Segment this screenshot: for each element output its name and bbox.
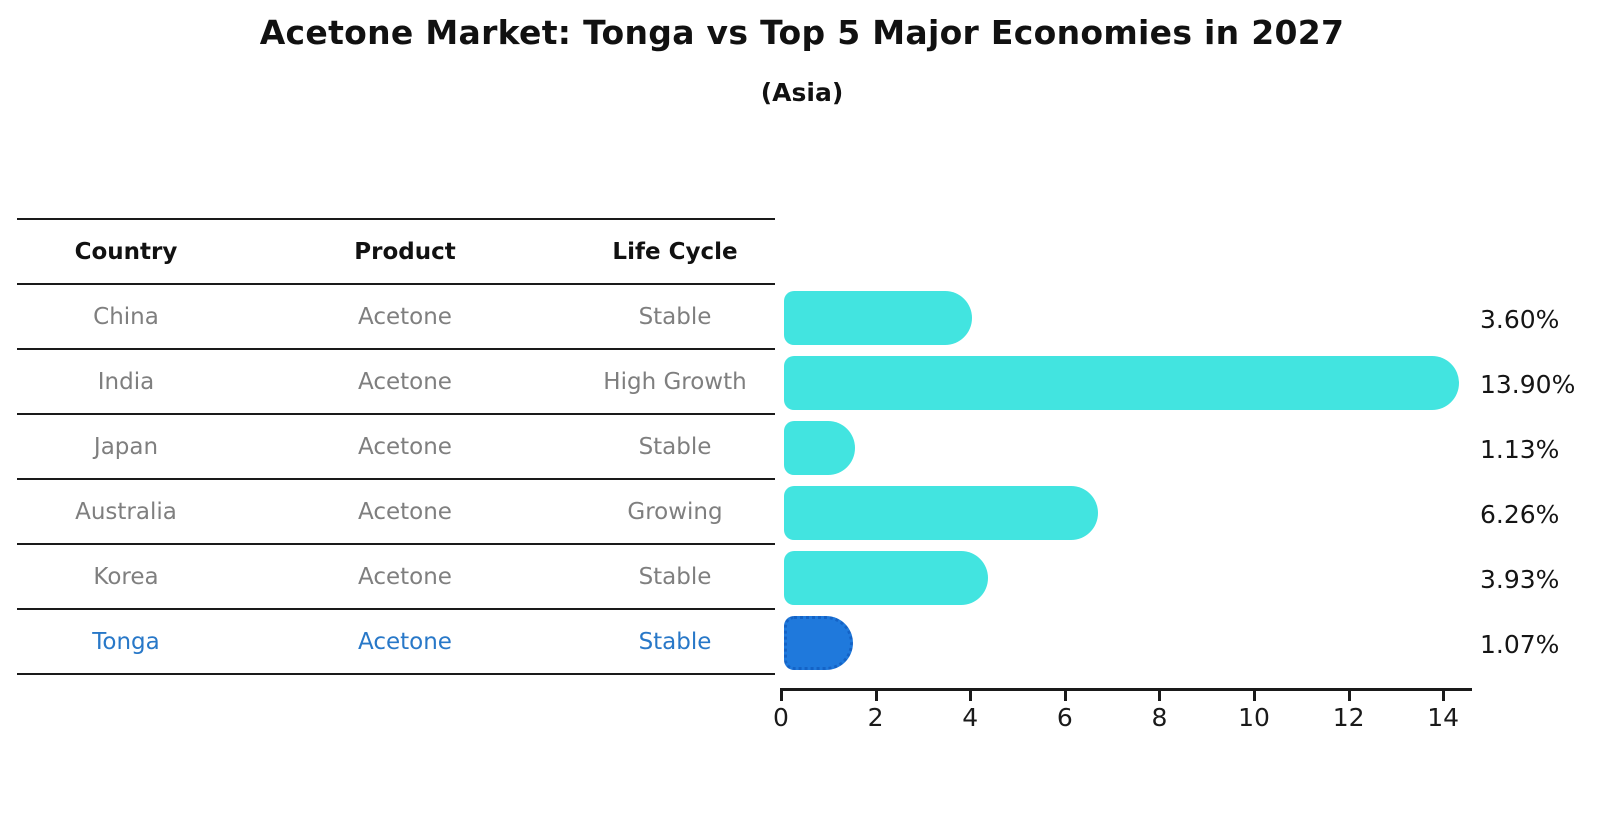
cell-lifecycle: Stable bbox=[638, 303, 712, 330]
table-row-india: India Acetone High Growth bbox=[17, 350, 775, 415]
cell-lifecycle: Growing bbox=[627, 498, 723, 525]
bar-tonga bbox=[784, 615, 853, 670]
cell-country: Tonga bbox=[92, 628, 160, 655]
cell-product: Acetone bbox=[358, 303, 452, 330]
cell-country: Australia bbox=[75, 498, 177, 525]
value-label-australia: 6.26% bbox=[1480, 499, 1560, 529]
chart-title: Acetone Market: Tonga vs Top 5 Major Eco… bbox=[259, 13, 1345, 52]
cell-product: Acetone bbox=[358, 368, 452, 395]
x-axis-spine bbox=[780, 688, 1472, 691]
column-header-lifecycle: Life Cycle bbox=[612, 238, 738, 265]
cell-product: Acetone bbox=[358, 498, 452, 525]
x-tick-label-14: 14 bbox=[1427, 703, 1460, 732]
cell-country: India bbox=[97, 368, 155, 395]
table-row-korea: Korea Acetone Stable bbox=[17, 545, 775, 610]
column-header-product: Product bbox=[354, 238, 456, 265]
table-row-china: China Acetone Stable bbox=[17, 285, 775, 350]
chart-subtitle: (Asia) bbox=[760, 78, 844, 107]
bar-china bbox=[784, 290, 973, 345]
table-row-australia: Australia Acetone Growing bbox=[17, 480, 775, 545]
table-body: China Acetone Stable India Acetone High Growt… bbox=[17, 285, 775, 675]
x-tick-label-2: 2 bbox=[867, 703, 884, 732]
cell-country: Japan bbox=[93, 433, 159, 460]
value-label-china: 3.60% bbox=[1480, 304, 1560, 334]
x-tick-mark-8 bbox=[1158, 691, 1162, 701]
bar-india bbox=[784, 355, 1460, 410]
x-tick-label-8: 8 bbox=[1151, 703, 1168, 732]
x-tick-label-4: 4 bbox=[962, 703, 979, 732]
column-header-country: Country bbox=[74, 238, 178, 265]
x-tick-mark-12 bbox=[1347, 691, 1351, 701]
x-tick-label-10: 10 bbox=[1238, 703, 1270, 732]
x-tick-mark-6 bbox=[1063, 691, 1067, 701]
table-row-tonga: Tonga Acetone Stable bbox=[17, 610, 775, 675]
x-tick-label-0: 0 bbox=[773, 703, 789, 732]
bar-japan bbox=[784, 420, 856, 475]
cell-country: Korea bbox=[93, 563, 159, 590]
cell-lifecycle: High Growth bbox=[603, 368, 747, 395]
cell-lifecycle: Stable bbox=[638, 628, 712, 655]
cell-product: Acetone bbox=[358, 433, 452, 460]
bar-australia bbox=[784, 485, 1099, 540]
cell-lifecycle: Stable bbox=[638, 563, 712, 590]
value-label-korea: 3.93% bbox=[1480, 564, 1560, 594]
value-label-india: 13.90% bbox=[1480, 369, 1576, 399]
value-label-japan: 1.13% bbox=[1480, 434, 1560, 464]
x-tick-label-6: 6 bbox=[1056, 703, 1073, 732]
table-header-row: Country Product Life Cycle bbox=[17, 220, 775, 285]
cell-lifecycle: Stable bbox=[638, 433, 712, 460]
x-tick-mark-14 bbox=[1442, 691, 1446, 701]
table-row-japan: Japan Acetone Stable bbox=[17, 415, 775, 480]
cell-product: Acetone bbox=[358, 628, 452, 655]
x-tick-mark-10 bbox=[1253, 691, 1256, 701]
country-table: Country Product Life Cycle China Acetone S… bbox=[17, 218, 775, 675]
cell-product: Acetone bbox=[358, 563, 452, 590]
x-tick-mark-2 bbox=[874, 691, 878, 701]
x-tick-label-12: 12 bbox=[1332, 703, 1365, 732]
cell-country: China bbox=[93, 303, 159, 330]
bar-korea bbox=[784, 550, 988, 605]
x-tick-mark-4 bbox=[969, 691, 973, 701]
x-tick-mark-0 bbox=[780, 691, 783, 701]
value-label-tonga: 1.07% bbox=[1480, 629, 1560, 659]
